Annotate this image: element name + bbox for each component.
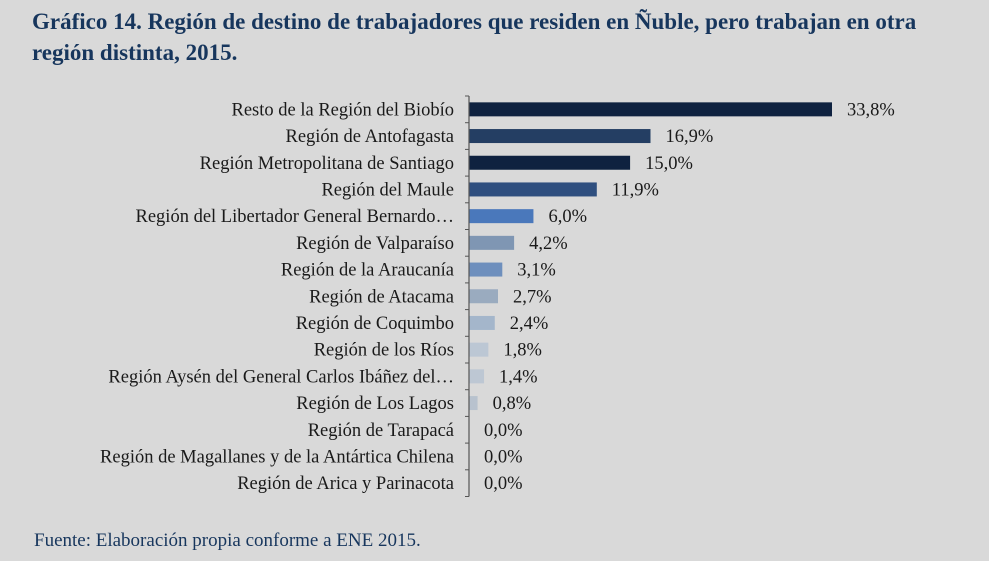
value-label: 2,7% <box>513 287 552 307</box>
value-label: 3,1% <box>517 261 556 281</box>
category-label: Región Aysén del General Carlos Ibáñez d… <box>108 367 454 387</box>
bar <box>469 289 498 304</box>
bar <box>469 182 597 197</box>
value-label: 16,9% <box>666 127 714 147</box>
value-label: 33,8% <box>847 100 895 120</box>
bar <box>469 102 832 117</box>
value-label: 15,0% <box>645 154 693 174</box>
category-label: Región de Atacama <box>309 287 454 307</box>
bars <box>469 102 832 411</box>
bar <box>469 209 534 224</box>
source-note: Fuente: Elaboración propia conforme a EN… <box>34 530 421 551</box>
category-labels: Resto de la Región del Biobío Región de A… <box>100 100 454 494</box>
value-label: 1,8% <box>503 341 542 361</box>
value-label: 0,0% <box>484 421 523 441</box>
category-label: Resto de la Región del Biobío <box>232 100 455 120</box>
bar <box>469 262 503 277</box>
category-label: Región de Los Lagos <box>296 394 454 414</box>
value-label: 1,4% <box>499 367 538 387</box>
value-labels: 33,8% 16,9% 15,0% 11,9% 6,0% 4,2% 3,1% 2,7% 2,4%… <box>484 100 895 494</box>
chart-title: Gráfico 14. Región de destino de trabaja… <box>32 9 917 65</box>
category-label: Región de Magallanes y de la Antártica C… <box>100 447 454 467</box>
value-label: 6,0% <box>548 207 587 227</box>
category-label: Región de Tarapacá <box>308 421 454 441</box>
category-label: Región de Valparaíso <box>296 234 454 254</box>
bar <box>469 369 485 384</box>
category-label: Región de los Ríos <box>314 341 454 361</box>
value-label: 11,9% <box>612 180 659 200</box>
category-label: Región del Libertador General Bernardo… <box>136 207 455 227</box>
category-label: Región del Maule <box>321 180 454 200</box>
category-label: Región de Coquimbo <box>296 314 454 334</box>
category-label: Región de Arica y Parinacota <box>237 474 454 494</box>
value-label: 0,8% <box>493 394 532 414</box>
bar <box>469 129 651 144</box>
value-label: 4,2% <box>529 234 568 254</box>
value-label: 0,0% <box>484 474 523 494</box>
category-label: Región de Antofagasta <box>285 127 454 147</box>
bar <box>469 155 631 170</box>
category-label: Región de la Araucanía <box>281 261 454 281</box>
value-label: 0,0% <box>484 447 523 467</box>
bar <box>469 235 515 250</box>
bar <box>469 396 478 411</box>
bar <box>469 315 495 330</box>
category-label: Región Metropolitana de Santiago <box>200 154 454 174</box>
axis-ticks <box>465 95 469 497</box>
bar <box>469 342 489 357</box>
value-label: 2,4% <box>510 314 549 334</box>
